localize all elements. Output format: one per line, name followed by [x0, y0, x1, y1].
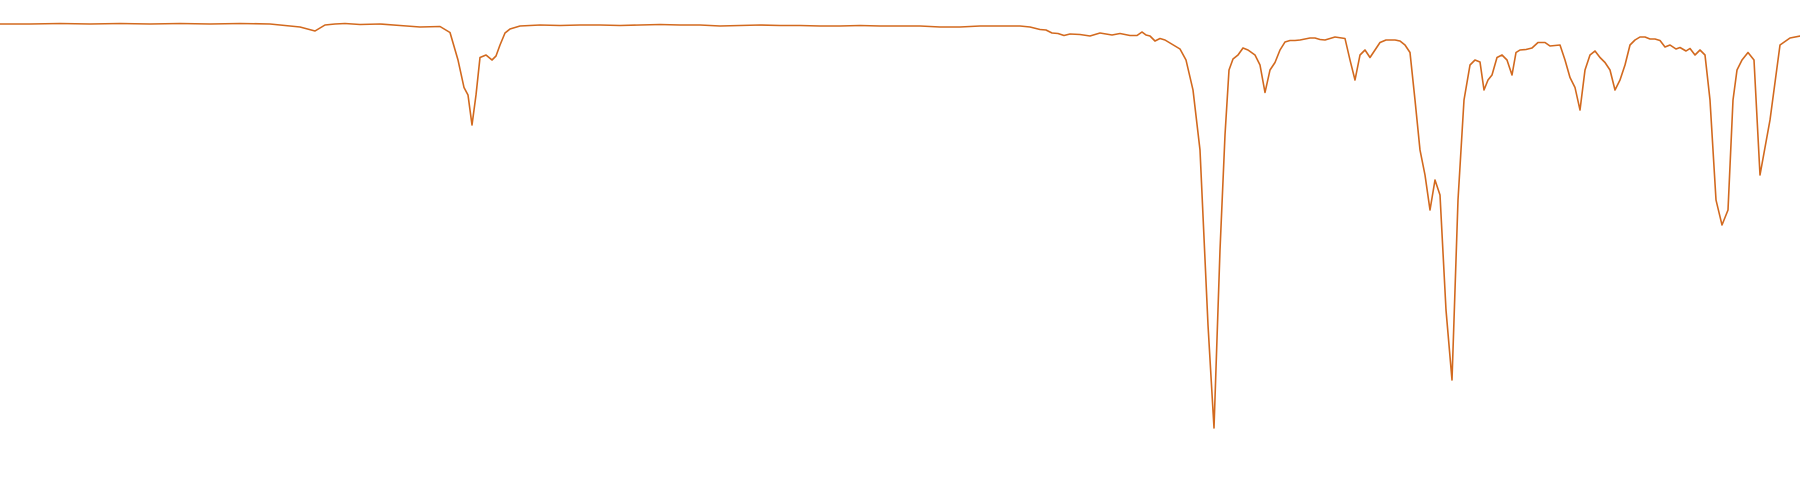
series-layer — [0, 22, 1800, 429]
series-line-0 — [0, 22, 1800, 429]
